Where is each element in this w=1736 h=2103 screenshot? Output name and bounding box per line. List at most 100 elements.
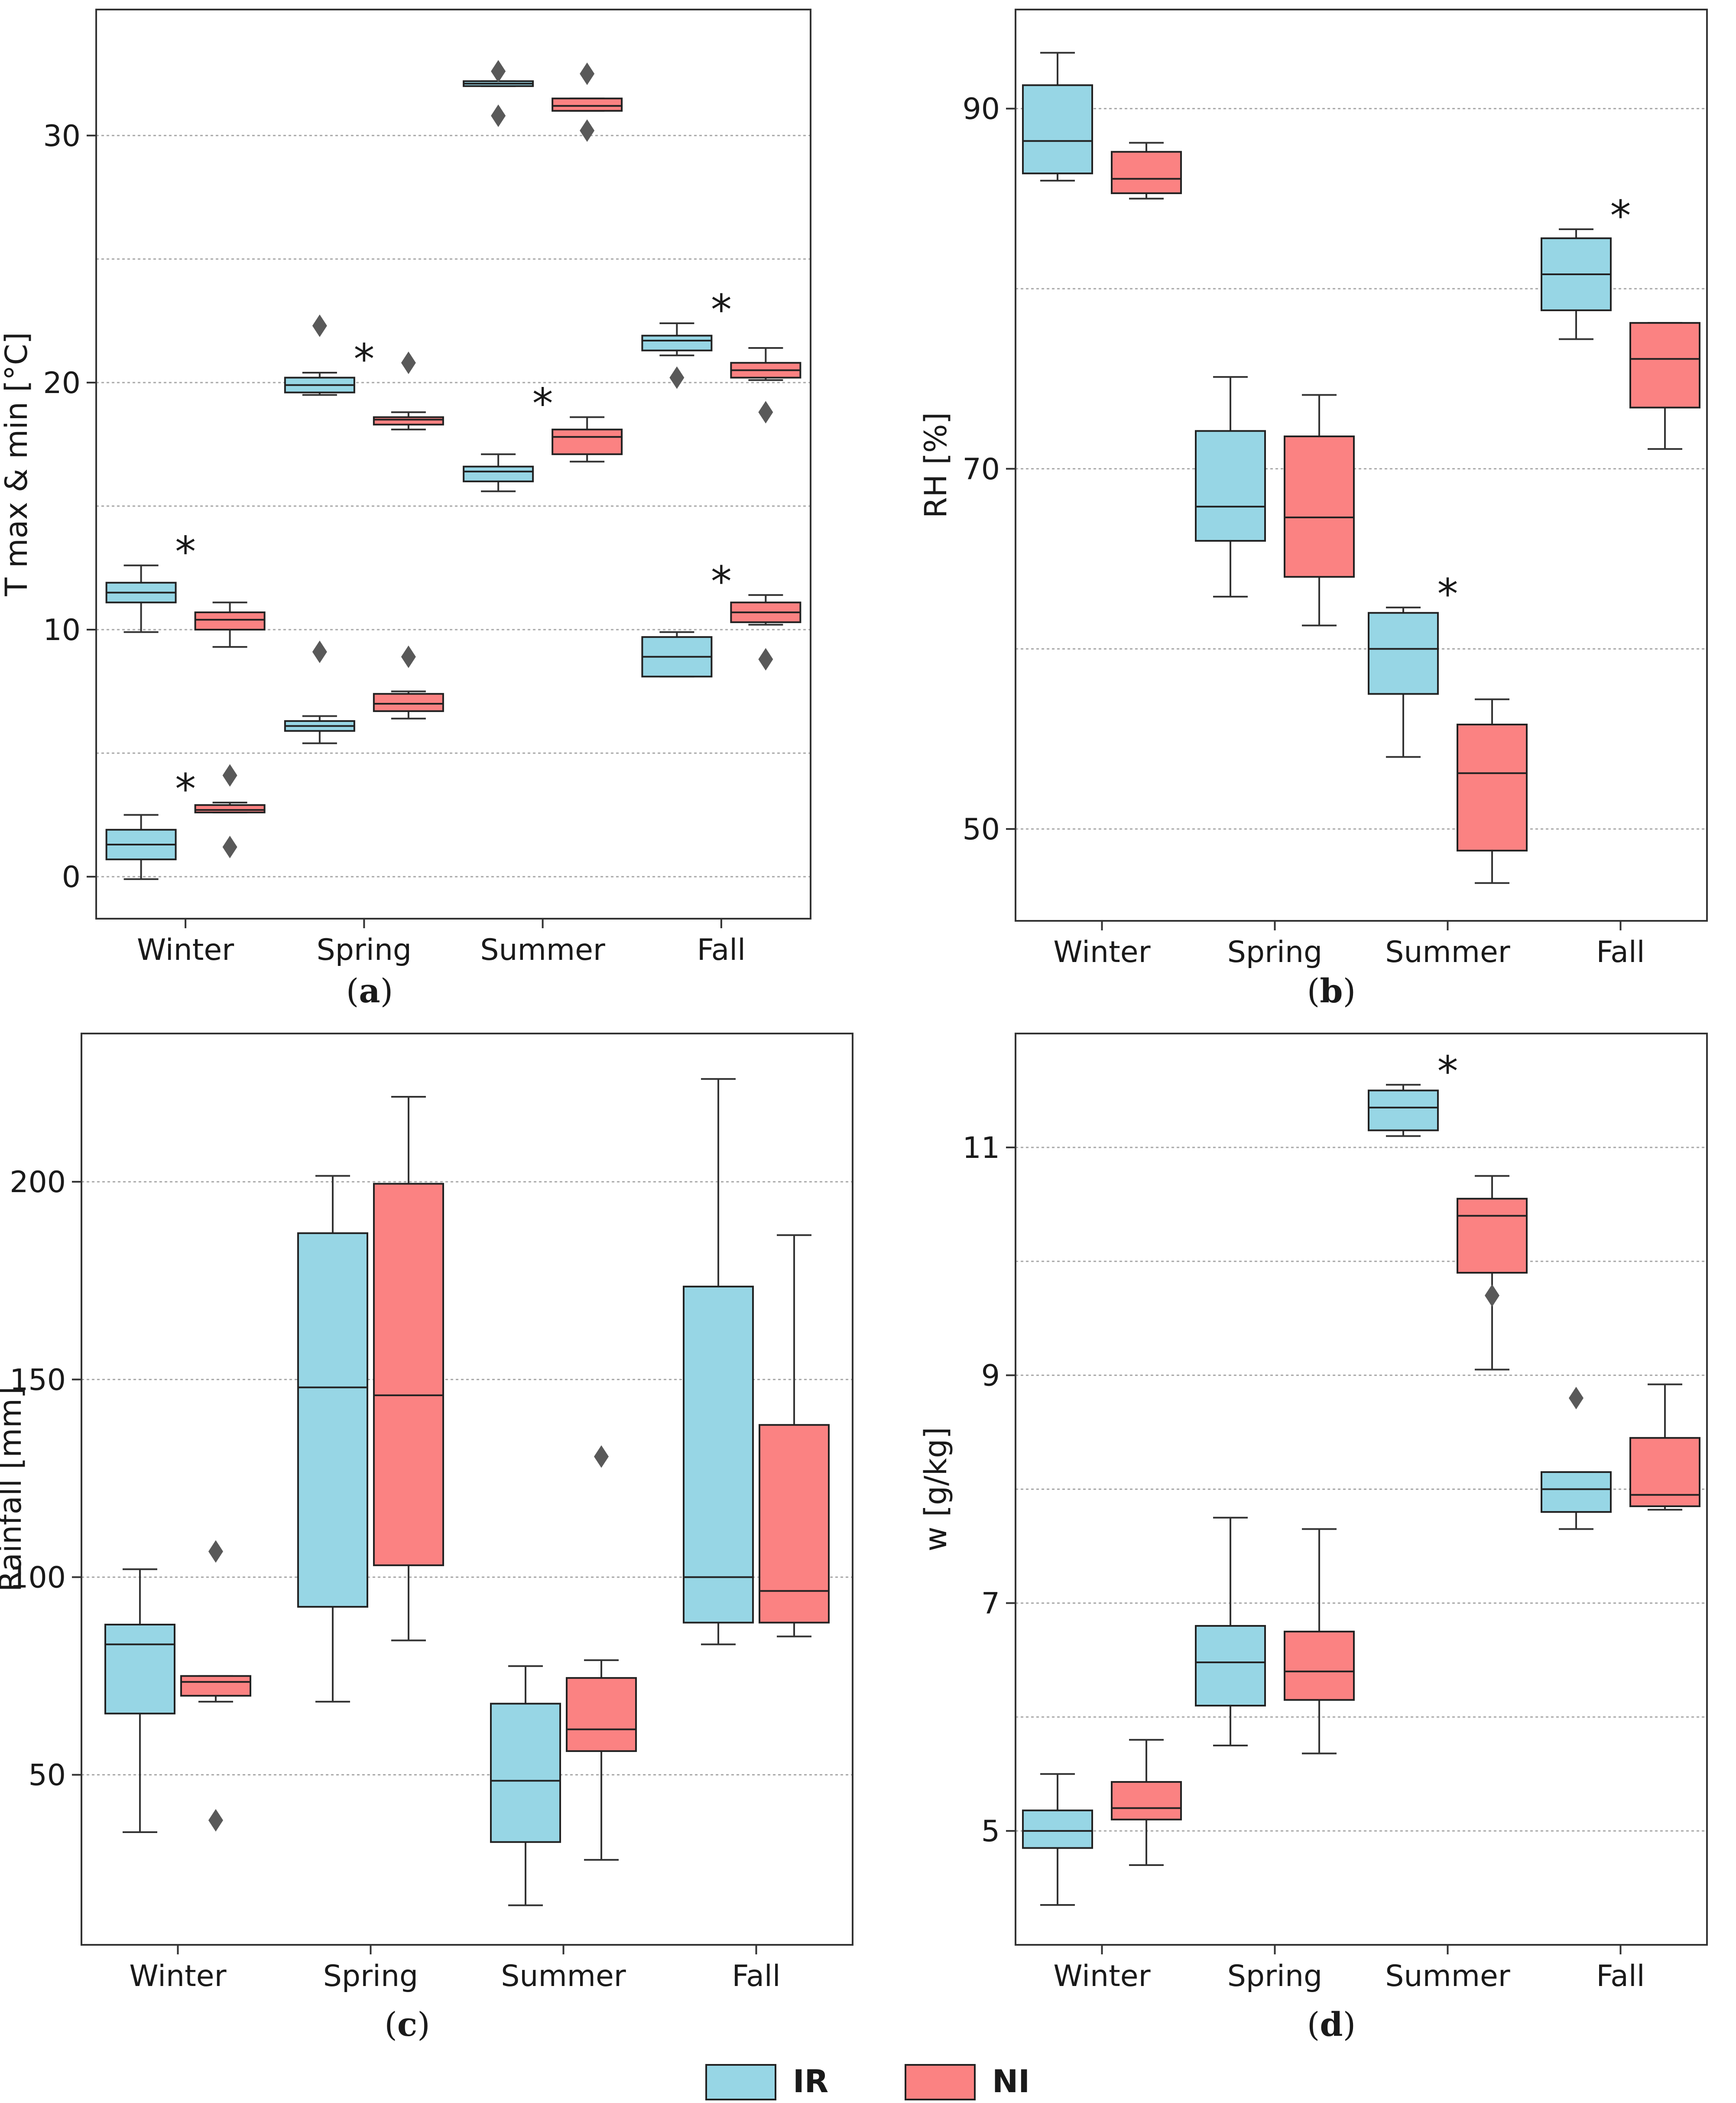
y-axis-label: T max & min [°C] xyxy=(0,332,34,596)
box-ir-outlier xyxy=(491,104,506,127)
panel-label-d-text: d xyxy=(1320,2005,1343,2044)
box-ir xyxy=(463,465,534,482)
panel-a: * * * * * * 0 10 20 30 Winter Spring Summer Fall T max… xyxy=(0,9,811,967)
box-ni xyxy=(373,1183,444,1567)
x-tick-label-fall: Fall xyxy=(1596,1959,1645,1993)
panel-label-b-text: b xyxy=(1320,972,1343,1010)
y-tick-label: 10 xyxy=(43,613,81,647)
box-group-summer-max xyxy=(463,60,623,142)
box-ir xyxy=(1195,1625,1266,1706)
box-ni-outlier xyxy=(594,1445,609,1468)
box-ni xyxy=(373,416,444,426)
panels: * * * * * * 0 10 20 30 Winter Spring Summer Fall T max… xyxy=(0,9,1708,1993)
box-group-fall-min: * xyxy=(641,557,801,678)
y-tick-label: 0 xyxy=(62,860,81,894)
box-group-spring xyxy=(297,1095,444,1703)
box-ni xyxy=(759,1424,830,1624)
box-ni-outlier xyxy=(222,764,237,787)
significance-marker: * xyxy=(532,380,553,428)
legend-swatch-ni xyxy=(905,2064,976,2100)
y-tick-label: 150 xyxy=(10,1363,66,1397)
y-tick-label: 5 xyxy=(981,1814,1000,1849)
box-ni-outlier xyxy=(580,62,595,85)
significance-marker: * xyxy=(175,765,196,813)
y-axis-label: w [g/kg] xyxy=(918,1427,954,1551)
x-tick-label-winter: Winter xyxy=(137,933,234,967)
box-ir-outlier xyxy=(491,60,506,83)
y-tick-label: 20 xyxy=(43,366,81,400)
significance-marker: * xyxy=(1610,192,1631,240)
box-ni-outlier xyxy=(208,1809,223,1832)
box-group-summer xyxy=(490,1445,637,1906)
box-ir xyxy=(490,1703,561,1843)
x-tick-label-spring: Spring xyxy=(1227,1959,1322,1993)
y-tick-label: 50 xyxy=(28,1758,66,1793)
y-tick-label: 7 xyxy=(981,1586,1000,1621)
box-ni-outlier xyxy=(401,645,416,668)
box-group-summer: * xyxy=(1368,1047,1528,1371)
box-ni xyxy=(1457,723,1528,852)
x-tick-label-fall: Fall xyxy=(697,933,746,967)
box-group-winter-min: * xyxy=(105,764,266,880)
box-group-summer: * xyxy=(1368,570,1528,884)
significance-marker: * xyxy=(1437,1047,1458,1095)
box-ir xyxy=(1022,84,1093,175)
box-ir-outlier xyxy=(669,366,685,389)
box-group-winter-max: * xyxy=(105,528,266,648)
significance-marker: * xyxy=(711,286,732,334)
box-ni xyxy=(194,611,266,631)
legend-label-ni: NI xyxy=(992,2063,1030,2100)
box-ir xyxy=(1022,1809,1093,1849)
box-group-fall xyxy=(683,1078,830,1645)
box-ni xyxy=(566,1677,637,1752)
box-group-fall xyxy=(1541,1383,1700,1530)
legend: IR NI xyxy=(705,2063,1030,2100)
panel-label-c-text: c xyxy=(397,2005,417,2044)
box-group-summer-min: * xyxy=(463,380,623,492)
y-tick-label: 100 xyxy=(10,1561,66,1595)
box-group-winter xyxy=(1022,52,1182,200)
box-group-winter xyxy=(1022,1739,1182,1906)
x-tick-label-fall: Fall xyxy=(732,1959,780,1993)
y-tick-label: 50 xyxy=(962,813,1000,847)
box-ir xyxy=(1541,1471,1612,1513)
y-axis-label: RH [%] xyxy=(918,412,954,518)
x-tick-label-winter: Winter xyxy=(1053,935,1150,969)
box-ni xyxy=(552,98,623,112)
box-ni-outlier xyxy=(401,351,416,374)
box-ni-outlier xyxy=(758,401,773,424)
box-ir xyxy=(104,1623,175,1715)
box-ni-outlier xyxy=(222,835,237,858)
x-tick-label-summer: Summer xyxy=(480,933,605,967)
box-ni xyxy=(1629,322,1700,409)
x-tick-label-fall: Fall xyxy=(1596,935,1645,969)
axes-frame xyxy=(95,9,811,920)
box-ni xyxy=(1284,1631,1355,1701)
panel-b: * * 50 70 90 Winter Spring Summer Fall RH [%] xyxy=(918,9,1708,969)
box-ir xyxy=(297,1232,368,1608)
box-group-spring-max: * xyxy=(284,314,444,431)
box-ir xyxy=(1368,612,1439,695)
significance-marker: * xyxy=(1437,570,1458,618)
box-ni xyxy=(194,804,266,813)
x-tick-label-spring: Spring xyxy=(323,1959,418,1993)
box-ni xyxy=(373,693,444,712)
panel-label-a-text: a xyxy=(359,972,380,1010)
axes-frame xyxy=(1015,1033,1708,1946)
box-ni-outlier xyxy=(208,1540,223,1563)
box-ni xyxy=(1629,1437,1700,1507)
x-tick-label-winter: Winter xyxy=(129,1959,226,1993)
panel-label-c: (c) xyxy=(384,2005,430,2044)
y-tick-label: 11 xyxy=(962,1131,1000,1165)
box-ni-outlier xyxy=(580,119,595,142)
box-ni xyxy=(1111,151,1182,194)
box-ni xyxy=(1457,1198,1528,1274)
box-ir xyxy=(1195,430,1266,542)
x-tick-label-summer: Summer xyxy=(501,1959,626,1993)
box-ir-outlier xyxy=(312,640,327,663)
box-ir xyxy=(641,335,713,351)
significance-marker: * xyxy=(175,528,196,576)
x-tick-label-summer: Summer xyxy=(1385,935,1510,969)
box-group-spring xyxy=(1195,376,1355,627)
